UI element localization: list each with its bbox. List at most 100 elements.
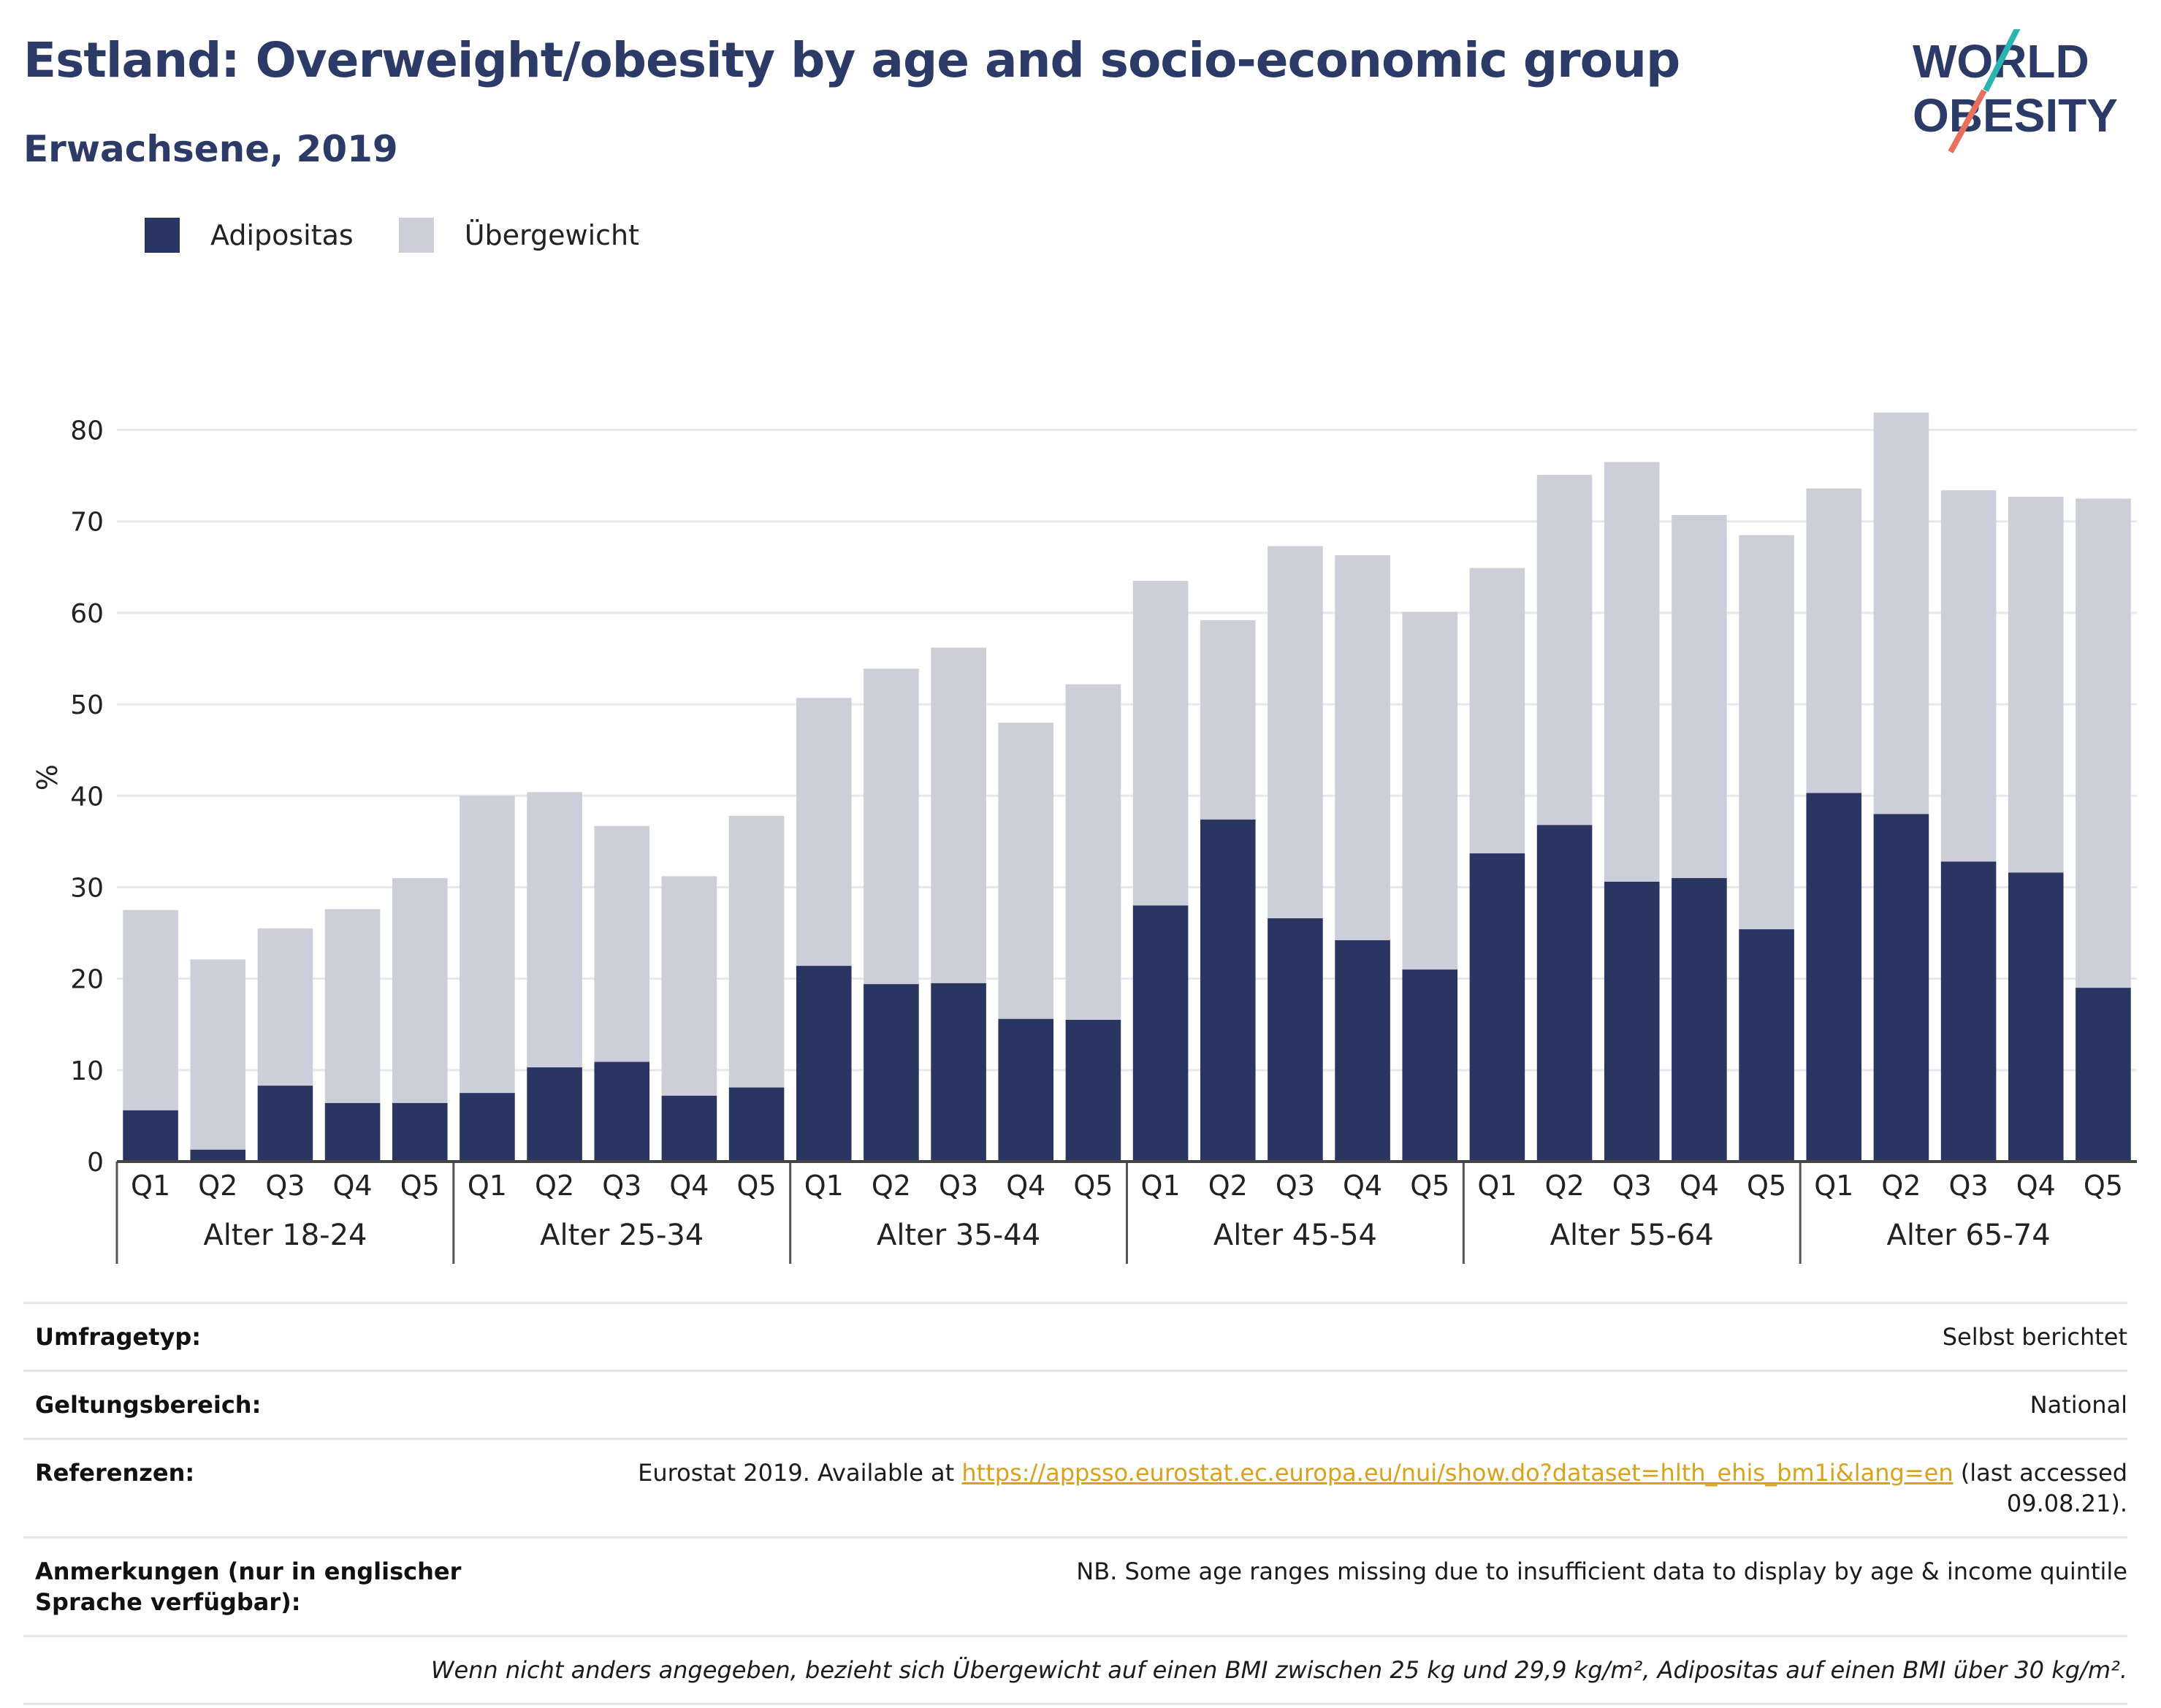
bar-obesity [1335,940,1390,1162]
legend-swatch-overweight [398,218,434,253]
bar-overweight [123,910,178,1110]
x-tick-label: Q1 [804,1170,844,1202]
bar-obesity [460,1093,515,1162]
x-tick-label: Q2 [198,1170,237,1202]
bar-obesity [1469,853,1525,1162]
chart-legend: Adipositas Übergewicht [145,216,685,254]
bar-obesity [527,1067,582,1162]
bar-overweight [1335,555,1390,941]
coverage-label: Geltungsbereich: [35,1391,262,1419]
info-table: Umfragetyp: Selbst berichtet Geltungsber… [23,1302,2127,1705]
bar-overweight [1536,474,1593,826]
x-tick-label: Q4 [1006,1170,1045,1202]
x-tick-label: Q1 [1477,1170,1517,1202]
bar-obesity [594,1061,650,1162]
info-row-survey-type: Umfragetyp: Selbst berichtet [23,1302,2127,1370]
bar-obesity [392,1102,448,1162]
info-row-coverage: Geltungsbereich: National [23,1370,2127,1438]
bar-overweight [190,959,246,1150]
bar-chart: 0 10 20 30 40 50 60 70 80% Q1 Q2 Q3 Q4 Q5 Alter 18-24 Q… [31,412,2137,1264]
coverage-value: National [2029,1391,2127,1419]
x-tick-label: Q4 [1680,1170,1719,1202]
x-group-label: Alter 35-44 [877,1219,1040,1252]
references-value: Eurostat 2019. Available at https://apps… [593,1457,2127,1519]
definition-note: Wenn nicht anders angegeben, bezieht sic… [23,1635,2127,1705]
y-axis-title: % [31,764,64,790]
bar-obesity [1940,861,1997,1162]
x-tick-label: Q4 [1343,1170,1382,1202]
bar-obesity [190,1149,246,1162]
bar-overweight [460,796,515,1094]
references-suffix: (last accessed 09.08.21). [1953,1459,2127,1517]
y-tick-label: 10 [70,1056,104,1086]
x-tick-label: Q1 [131,1170,170,1202]
x-tick-label: Q5 [737,1170,777,1202]
x-group-label: Alter 18-24 [203,1219,367,1252]
survey-type-label: Umfragetyp: [35,1323,202,1351]
legend-swatch-obesity [145,218,180,253]
bar-overweight [1672,514,1727,878]
x-tick-label: Q4 [669,1170,709,1202]
bar-obesity [931,983,986,1162]
bar-overweight [527,792,582,1068]
references-link[interactable]: https://appsso.eurostat.ec.europa.eu/nui… [961,1459,1954,1487]
x-tick-label: Q5 [400,1170,440,1202]
notes-value: NB. Some age ranges missing due to insuf… [1076,1558,2127,1585]
bar-overweight [1469,568,1525,854]
bar-obesity [728,1087,785,1162]
bar-overweight [1132,581,1189,906]
bar-overweight [1873,412,1929,815]
bar-overweight [1402,611,1458,970]
y-tick-label: 80 [70,416,104,446]
y-tick-label: 60 [70,599,104,629]
bar-obesity [257,1086,313,1162]
bar-obesity [1672,877,1727,1162]
notes-label: Anmerkungen (nur in englischer Sprache v… [35,1558,462,1616]
logo-slash-coral [1948,89,1987,153]
bar-overweight [1065,684,1121,1020]
bar-overweight [1940,490,1997,862]
bar-obesity [1132,905,1189,1162]
x-tick-label: Q5 [1747,1170,1786,1202]
references-prefix: Eurostat 2019. Available at [638,1459,962,1487]
legend-item-obesity[interactable]: Adipositas [145,218,354,253]
bar-obesity [2008,872,2064,1162]
bar-obesity [1604,881,1660,1162]
bar-obesity [1268,918,1323,1162]
x-tick-label: Q2 [872,1170,911,1202]
x-tick-label: Q3 [265,1170,305,1202]
x-tick-label: Q2 [535,1170,574,1202]
y-tick-label: 40 [70,782,104,812]
bar-obesity [796,966,852,1162]
bar-overweight [324,909,381,1103]
bar-obesity [1065,1019,1121,1162]
x-tick-label: Q3 [939,1170,978,1202]
x-tick-label: Q2 [1545,1170,1585,1202]
logo-text-obesity: OBESITY [1913,89,2118,142]
y-tick-label: 30 [70,873,104,903]
x-tick-label: Q5 [1073,1170,1113,1202]
bar-obesity [324,1102,381,1162]
legend-item-overweight[interactable]: Übergewicht [398,218,639,253]
bar-obesity [1739,929,1794,1162]
bar-overweight [728,815,785,1088]
x-group-label: Alter 45-54 [1213,1219,1377,1252]
bar-overweight [392,877,448,1103]
bar-overweight [1268,546,1323,919]
x-tick-label: Q3 [1612,1170,1652,1202]
legend-label-overweight: Übergewicht [464,219,639,251]
y-tick-label: 50 [70,690,104,720]
chart-subtitle: Erwachsene, 2019 [23,128,398,170]
bar-obesity [1806,793,1862,1162]
x-tick-label: Q1 [1141,1170,1181,1202]
bar-overweight [661,876,717,1096]
x-tick-label: Q1 [468,1170,507,1202]
bar-obesity [1536,825,1593,1162]
y-tick-label: 70 [70,508,104,538]
references-label: Referenzen: [35,1459,195,1487]
bar-obesity [864,984,919,1162]
bar-overweight [1604,462,1660,882]
bar-obesity [123,1110,178,1162]
info-row-references: Referenzen: Eurostat 2019. Available at … [23,1438,2127,1536]
x-group-label: Alter 25-34 [540,1219,704,1252]
